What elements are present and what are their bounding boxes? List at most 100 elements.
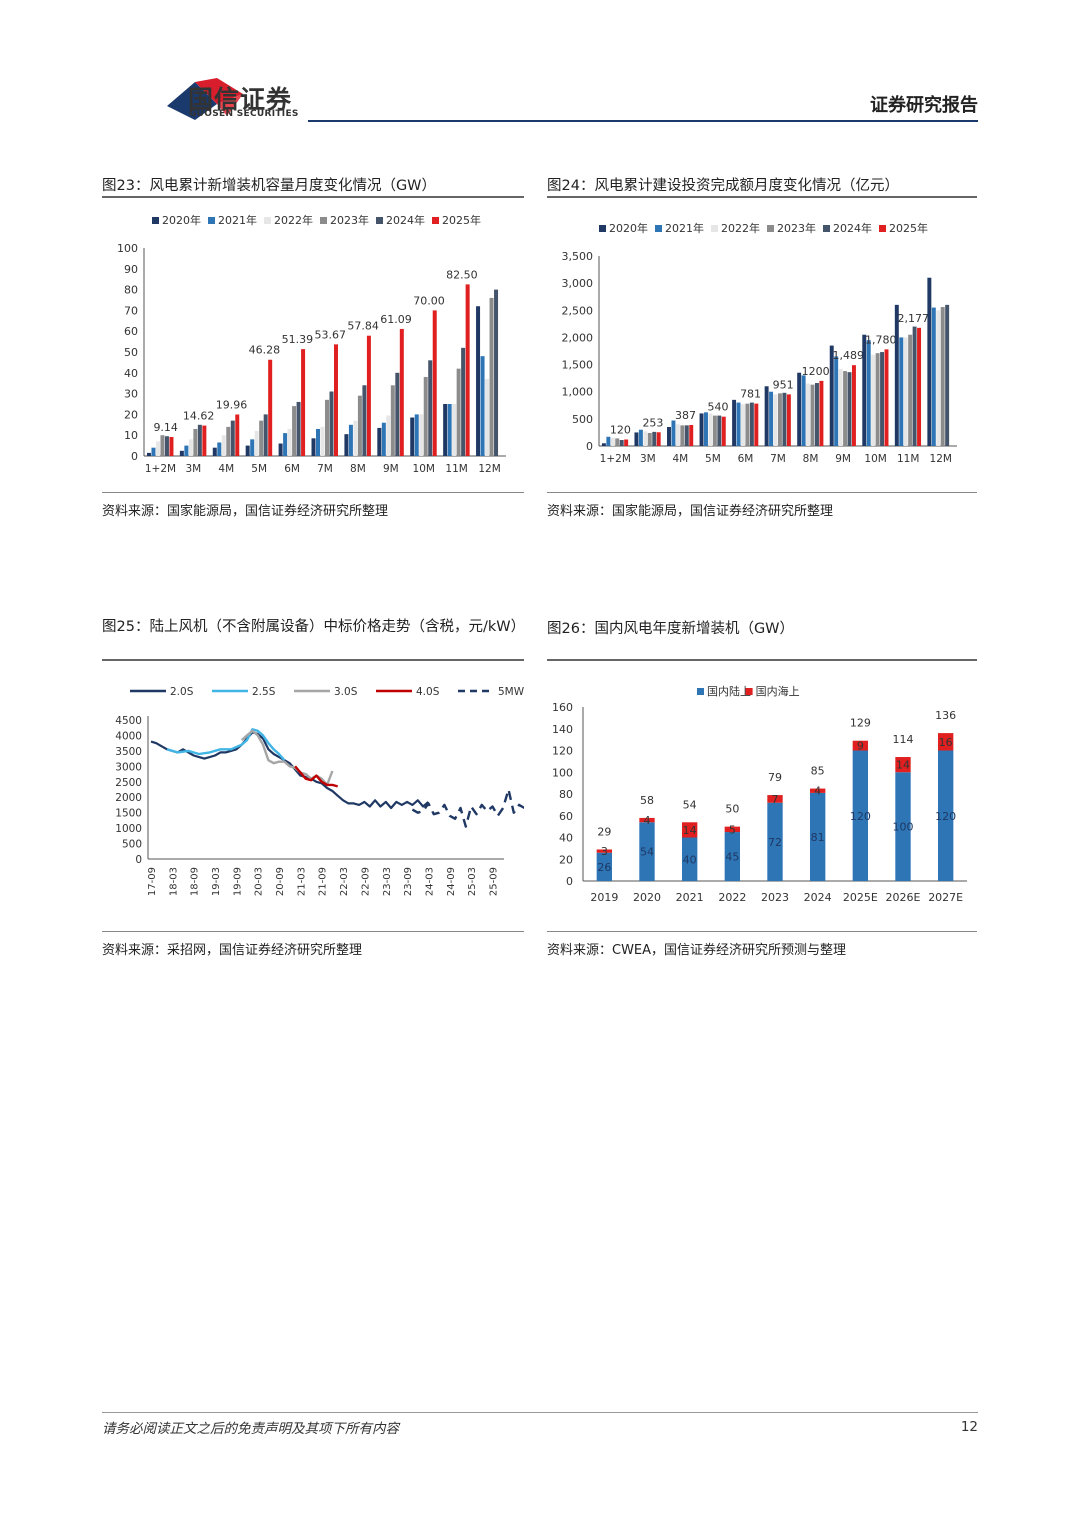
fig24-data-label: 1,489 xyxy=(832,349,864,362)
fig24-bar-2023年 xyxy=(745,403,750,446)
fig25-xtick: 17-09 xyxy=(147,867,158,896)
chart-fig24-investment: 2020年 2021年 2022年 2023年 2024年 2025年 0 500 1,000 1… xyxy=(562,221,957,465)
fig24-xtick: 6M xyxy=(738,453,754,465)
fig26-bar-onshore xyxy=(809,792,826,881)
fig24-data-label: 387 xyxy=(675,409,696,422)
fig26-total-label: 114 xyxy=(893,733,914,746)
fig23-legend-label-4: 2024年 xyxy=(386,213,425,227)
fig23-bar-2024年 xyxy=(329,391,334,456)
fig25-ytick: 0 xyxy=(135,854,142,866)
fig23-bar-2021年 xyxy=(283,433,288,456)
fig24-bar-2021年 xyxy=(899,337,904,446)
fig24-legend-swatch-4 xyxy=(823,225,830,232)
fig24-bar-2025年 xyxy=(851,365,856,446)
fig26-bar-onshore xyxy=(724,832,741,881)
fig26-xtick: 2021 xyxy=(676,891,704,904)
fig23-bar-2021年 xyxy=(184,445,189,456)
fig26-ytick: 40 xyxy=(559,832,573,845)
fig26-ytick: 80 xyxy=(559,788,573,801)
fig25-ytick: 4500 xyxy=(115,715,142,727)
fig24-bar-2025年 xyxy=(819,380,824,446)
figure-26-rule xyxy=(547,659,977,661)
header-rule xyxy=(308,120,978,122)
fig23-bar-2025年 xyxy=(399,328,404,456)
fig23-bar-2023年 xyxy=(390,385,395,456)
fig25-xtick: 21-03 xyxy=(296,867,307,896)
fig25-series-0 xyxy=(150,731,430,810)
fig24-bar-2024年 xyxy=(814,383,819,446)
fig23-bar-2020年 xyxy=(344,434,349,456)
fig23-bar-2022年 xyxy=(386,415,391,456)
fig26-offshore-label: 14 xyxy=(896,759,910,772)
fig23-bar-2020年 xyxy=(476,306,481,456)
fig26-total-label: 79 xyxy=(768,771,782,784)
fig26-offshore-label: 5 xyxy=(729,823,736,836)
fig24-bar-2020年 xyxy=(634,432,639,446)
page-number: 12 xyxy=(960,1419,978,1435)
fig23-bar-2024年 xyxy=(428,360,433,456)
fig26-offshore-label: 7 xyxy=(772,793,779,806)
fig23-bar-2025年 xyxy=(268,359,273,456)
fig24-ytick: 1,000 xyxy=(562,386,594,399)
figure-23-source: 资料来源：国家能源局，国信证券经济研究所整理 xyxy=(102,504,389,519)
fig23-bar-2021年 xyxy=(250,439,255,456)
fig26-total-label: 85 xyxy=(811,765,825,778)
fig26-xtick: 2027E xyxy=(928,891,963,904)
fig24-bar-2020年 xyxy=(797,372,802,446)
fig24-bar-2020年 xyxy=(667,427,671,446)
fig23-bar-2022年 xyxy=(485,379,490,456)
fig24-bar-2022年 xyxy=(708,413,713,446)
fig23-xtick: 3M xyxy=(185,463,201,475)
fig24-ytick: 2,000 xyxy=(562,331,594,344)
figure-26-source-rule xyxy=(547,931,977,932)
fig25-ytick: 4000 xyxy=(115,730,142,742)
fig24-bar-2020年 xyxy=(862,334,867,446)
fig23-xtick: 8M xyxy=(350,463,366,475)
fig23-bar-2024年 xyxy=(362,385,367,456)
fig24-data-label: 781 xyxy=(740,388,761,401)
fig25-series-4 xyxy=(411,788,524,828)
fig25-ytick: 2500 xyxy=(115,777,142,789)
fig23-xtick: 12M xyxy=(478,463,500,475)
fig24-legend-label-1: 2021年 xyxy=(665,221,704,235)
fig23-ytick: 80 xyxy=(124,284,138,297)
fig24-bar-2022年 xyxy=(773,394,778,446)
fig23-ytick: 20 xyxy=(124,408,138,421)
fig24-legend-swatch-5 xyxy=(879,225,886,232)
fig24-bar-2025年 xyxy=(754,403,759,446)
fig24-ytick: 500 xyxy=(572,413,593,426)
fig26-bar-onshore xyxy=(937,750,954,881)
fig24-data-label: 1200 xyxy=(802,365,830,378)
fig23-bar-2023年 xyxy=(226,426,231,456)
fig26-xtick: 2025E xyxy=(843,891,878,904)
fig23-legend-label-1: 2021年 xyxy=(218,213,257,227)
fig23-bar-2021年 xyxy=(480,356,485,456)
fig26-bar-offshore xyxy=(681,822,698,838)
fig24-legend-label-0: 2020年 xyxy=(609,221,648,235)
fig25-ytick: 1000 xyxy=(115,823,142,835)
fig24-ytick: 2,500 xyxy=(562,304,594,317)
figure-24-source: 资料来源：国家能源局，国信证券经济研究所整理 xyxy=(547,504,834,519)
fig24-legend-swatch-2 xyxy=(711,225,718,232)
fig26-total-label: 136 xyxy=(935,709,956,722)
fig23-bar-2020年 xyxy=(443,404,448,456)
fig24-legend-label-2: 2022年 xyxy=(721,221,760,235)
fig26-offshore-label: 9 xyxy=(857,740,864,753)
fig23-bar-2025年 xyxy=(366,335,371,456)
fig24-bar-2021年 xyxy=(671,420,676,446)
fig24-bar-2021年 xyxy=(769,391,774,446)
fig23-xtick: 7M xyxy=(317,463,333,475)
fig23-bar-2024年 xyxy=(197,424,202,456)
fig25-ytick: 2000 xyxy=(115,792,142,804)
fig26-total-label: 50 xyxy=(725,803,739,816)
fig23-bar-2023年 xyxy=(193,428,198,456)
fig23-bar-2022年 xyxy=(155,441,160,456)
fig26-bar-offshore xyxy=(895,757,911,773)
fig24-bar-2024年 xyxy=(912,326,917,446)
fig23-bar-2021年 xyxy=(381,422,386,456)
fig24-bar-2024年 xyxy=(717,415,722,446)
fig24-data-label: 253 xyxy=(642,416,663,429)
fig24-bar-2022年 xyxy=(806,383,811,446)
fig24-bar-2021年 xyxy=(834,356,839,446)
fig24-bar-2024年 xyxy=(880,352,885,446)
